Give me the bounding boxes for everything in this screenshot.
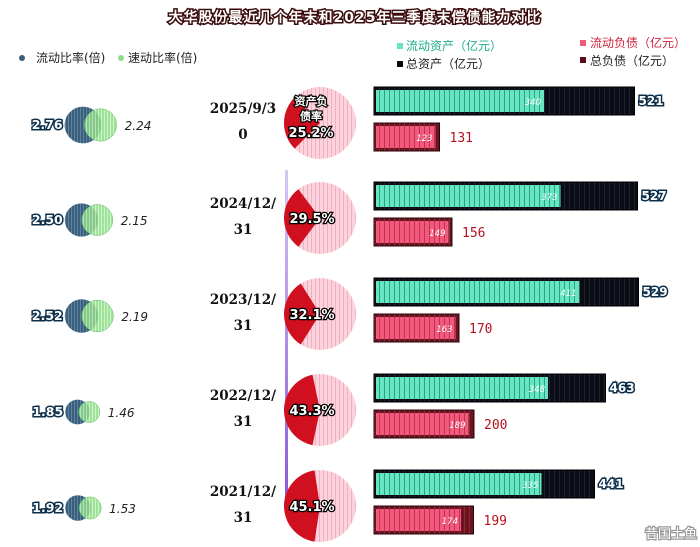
date-label-line2: 31 — [234, 318, 253, 334]
current-ratio-label: 2.76 — [32, 117, 63, 132]
date-label-line2: 31 — [234, 510, 253, 526]
current-liabilities-value: 123 — [416, 134, 432, 144]
current-ratio-label: 2.52 — [32, 308, 63, 323]
total-liabilities-value: 131 — [450, 131, 473, 146]
row-2021-12-31: 1.92 1.53 2021/12/31 45.1% 335 441 174 199 — [31, 469, 625, 542]
debt-ratio-label: 32.1% — [289, 308, 334, 323]
current-assets-value: 373 — [541, 193, 557, 203]
date-label-line1: 2022/12/ — [210, 388, 276, 404]
current-liabilities-value: 174 — [442, 517, 458, 527]
date-label-line1: 2021/12/ — [210, 484, 276, 500]
current-liabilities-bar — [376, 317, 456, 339]
legend-quick-ratio-marker — [118, 55, 124, 61]
quick-ratio-bubble — [81, 204, 114, 236]
current-assets-bar — [376, 185, 561, 207]
current-liabilities-value: 189 — [449, 421, 465, 431]
legend-current-liabilities-label: 流动负债（亿元） — [590, 35, 686, 50]
total-liabilities-value: 199 — [484, 514, 507, 529]
current-liabilities-value: 163 — [436, 325, 452, 335]
quick-ratio-bubble — [84, 108, 117, 142]
total-assets-value: 521 — [639, 94, 664, 108]
current-assets-value: 335 — [522, 481, 538, 491]
debt-ratio-label: 25.2% — [288, 126, 333, 141]
row-2022-12-31: 1.85 1.46 2022/12/31 43.3% 348 463 189 200 — [31, 373, 636, 446]
debt-ratio-pie-slice — [284, 283, 320, 345]
pie-caption-line2: 债率 — [300, 109, 322, 123]
legend-total-liabilities-label: 总负债（亿元） — [590, 53, 674, 68]
current-assets-bar — [376, 281, 580, 303]
legend-current-ratio-marker — [19, 55, 25, 61]
timeline-line — [285, 170, 288, 498]
legend-quick-ratio-label: 速动比率(倍) — [128, 50, 197, 65]
date-label-line1: 2024/12/ — [210, 196, 276, 212]
quick-ratio-label: 1.46 — [108, 406, 135, 420]
row-2023-12-31: 2.52 2.19 2023/12/31 32.1% 411 529 163 170 — [30, 277, 669, 350]
legend-current-assets-label: 流动资产（亿元） — [406, 38, 502, 53]
quick-ratio-label: 2.24 — [125, 119, 152, 133]
legend-total-liabilities-marker — [580, 57, 586, 63]
total-liabilities-value: 200 — [484, 418, 507, 433]
date-label-line2: 31 — [234, 414, 253, 430]
current-assets-bar — [376, 377, 548, 399]
legend-total-assets-label: 总资产（亿元） — [406, 56, 490, 71]
legend-current-liabilities-marker — [580, 40, 586, 46]
current-assets-value: 411 — [560, 289, 576, 299]
date-label-line1: 2025/9/3 — [210, 101, 276, 117]
quick-ratio-label: 1.53 — [109, 502, 136, 516]
pie-caption-line1: 资产负 — [295, 94, 328, 108]
current-assets-bar — [376, 90, 544, 112]
current-liabilities-bar — [376, 413, 469, 435]
debt-ratio-pie-slice — [283, 189, 320, 247]
debt-ratio-pie-slice — [284, 374, 320, 446]
total-liabilities-value: 156 — [462, 226, 485, 241]
total-assets-value: 441 — [599, 477, 624, 491]
current-liabilities-bar — [376, 509, 461, 531]
legend-current-assets-marker — [397, 43, 403, 49]
quick-ratio-bubble — [81, 299, 114, 333]
current-liabilities-value: 149 — [429, 229, 445, 239]
current-liabilities-bar — [376, 221, 449, 243]
total-assets-value: 529 — [643, 285, 668, 299]
debt-ratio-pie-slice — [284, 97, 320, 149]
quick-ratio-label: 2.19 — [121, 310, 148, 324]
watermark: 昔国土鱼 — [645, 526, 697, 542]
debt-ratio-label: 29.5% — [289, 212, 334, 227]
legend-total-assets-marker — [397, 61, 403, 67]
current-assets-value: 348 — [529, 385, 546, 395]
quick-ratio-bubble — [78, 496, 102, 520]
row-2024-12-31: 2.50 2.15 2024/12/31 29.5% 373 527 149 156 — [30, 181, 668, 254]
debt-ratio-label: 43.3% — [289, 404, 334, 419]
total-assets-value: 463 — [610, 381, 635, 395]
debt-ratio-pie-slice — [284, 470, 320, 542]
chart-title: 大华股份最近几个年末和2025年三季度末偿债能力对比 — [169, 9, 542, 26]
date-label-line2: 31 — [234, 222, 253, 238]
date-label-line1: 2023/12/ — [210, 292, 276, 308]
debt-ratio-label: 45.1% — [289, 500, 334, 515]
current-assets-value: 340 — [525, 98, 541, 108]
current-ratio-label: 1.92 — [32, 500, 63, 515]
quick-ratio-label: 2.15 — [121, 214, 148, 228]
total-assets-value: 527 — [642, 189, 667, 203]
current-assets-bar — [376, 473, 542, 495]
total-liabilities-value: 170 — [469, 322, 492, 337]
quick-ratio-bubble — [78, 401, 101, 423]
legend-current-ratio-label: 流动比率(倍) — [36, 50, 105, 65]
date-label-line2: 0 — [238, 127, 247, 143]
current-ratio-label: 1.85 — [32, 404, 63, 419]
current-liabilities-bar — [376, 126, 436, 148]
current-ratio-label: 2.50 — [32, 212, 63, 227]
